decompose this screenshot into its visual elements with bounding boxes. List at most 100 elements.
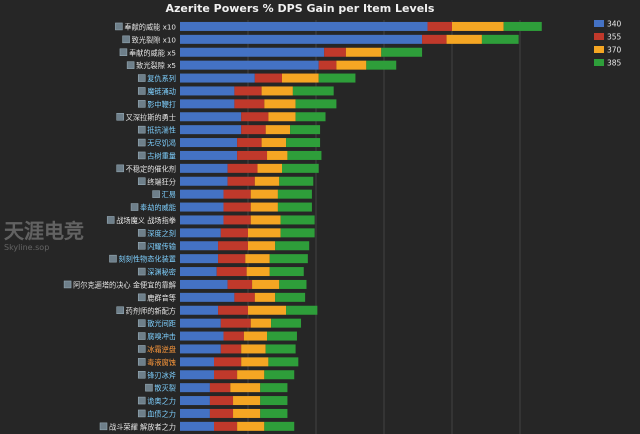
azerite-power-icon [137,293,146,302]
azerite-power-icon [116,306,124,314]
bar-segment-385 [275,241,310,251]
bar-segment-355 [214,370,238,380]
legend-swatch-340 [594,20,604,27]
category-label: 致光裂隙 x10 [132,35,177,44]
azerite-power-icon [116,113,124,121]
azerite-power-icon [106,216,115,224]
bar-segment-385 [287,150,322,160]
bar-segment-370 [254,292,276,302]
bar-segment-355 [237,138,262,148]
category-label: 深度之刻 [147,229,176,238]
bar-segment-385 [269,254,308,264]
azerite-power-icon [109,254,117,263]
bar-segment-385 [268,357,299,367]
bar-segment-370 [237,421,265,431]
category-label: 又深拉斯的勇士 [126,113,176,122]
bar-segment-340 [180,396,210,406]
bar-segment-370 [268,112,296,122]
azerite-power-icon [137,138,146,147]
category-label: 毒液腐蚀 [147,358,176,367]
bar-segment-370 [345,47,382,57]
bar-segment-385 [381,47,423,57]
category-label: 散光间距 [147,319,176,328]
azerite-power-icon [137,151,146,160]
bar-segment-385 [271,318,302,328]
bar-segment-385 [295,112,326,122]
azerite-power-icon [137,371,146,379]
bar-segment-355 [234,99,265,109]
bar-segment-355 [234,86,262,96]
bar-segment-370 [261,86,293,96]
category-label: 闪耀传输 [147,242,176,251]
azerite-power-icon [137,396,146,405]
bar-segment-340 [180,331,224,341]
watermark: 天涯电竞 Skyline.sop [4,219,84,252]
bar-segment-385 [279,279,307,289]
bar-segment-355 [214,357,242,367]
bar-segment-385 [503,21,542,31]
azerite-power-icon [152,190,160,198]
bar-segment-385 [277,202,312,212]
bar-segment-385 [280,215,315,225]
azerite-power-icon [137,332,146,340]
bar-segment-340 [180,370,214,380]
bar-segment-355 [241,112,269,122]
bar-segment-340 [180,138,238,148]
bar-segment-370 [265,125,291,135]
bar-segment-355 [220,228,248,238]
bar-segment-385 [264,370,295,380]
bar-segment-355 [216,267,247,277]
azerite-power-icon [145,383,153,392]
azerite-power-icon [122,35,130,44]
bar-segment-355 [422,34,447,44]
bar-segment-370 [237,370,265,380]
category-label: 战场魔义 战场指拳 [116,216,177,225]
bar-segment-355 [223,215,251,225]
bar-segment-370 [264,99,296,109]
bar-segment-370 [233,396,261,406]
category-labels: 奉献的威能 x10 致光裂隙 x10 奉献的威能 x5 致光裂隙 x5 复仇系列魔链涌动… [63,22,177,431]
legend-label-355: 355 [607,33,622,42]
azerite-power-icon [137,267,146,276]
legend-label-385: 385 [607,59,622,68]
bar-segment-385 [318,73,356,83]
bar-segment-370 [233,408,261,418]
bar-segment-385 [366,60,397,70]
azerite-power-icon [137,74,146,82]
category-label: 终端狂分 [147,177,176,186]
bar-segment-355 [318,60,337,70]
watermark-main-text: 天涯电竞 [4,219,84,243]
category-label: 复仇系列 [147,74,176,83]
bar-segment-340 [180,241,219,251]
watermark-sub-text: Skyline.sop [4,243,49,252]
legend-label-370: 370 [607,46,622,55]
bar-segment-340 [180,73,255,83]
bar-segment-340 [180,318,221,328]
azerite-power-icon [137,87,146,95]
category-label: 腐嗅冲击 [147,332,176,341]
azerite-power-icon [137,125,146,134]
bar-segment-340 [180,228,221,238]
bar-segment-385 [286,138,321,148]
bar-segment-385 [265,344,296,354]
bar-segment-340 [180,408,210,418]
bar-segment-355 [220,344,242,354]
bar-segment-370 [446,34,482,44]
bar-segment-340 [180,86,235,96]
bar-segment-370 [250,202,278,212]
bar-segment-370 [248,241,276,251]
bar-segment-370 [257,163,282,173]
bar-segment-385 [267,331,297,341]
category-label: 散灭裂 [154,384,176,393]
bar-segment-340 [180,279,228,289]
bar-segment-370 [282,73,319,83]
bar-segment-355 [324,47,346,57]
bar-segment-355 [220,318,251,328]
legend-swatch-385 [594,59,604,66]
bar-segment-385 [277,189,312,199]
bar-segment-370 [261,138,287,148]
bar-segment-340 [180,267,217,277]
bar-segment-340 [180,292,235,302]
bar-segment-340 [180,189,224,199]
